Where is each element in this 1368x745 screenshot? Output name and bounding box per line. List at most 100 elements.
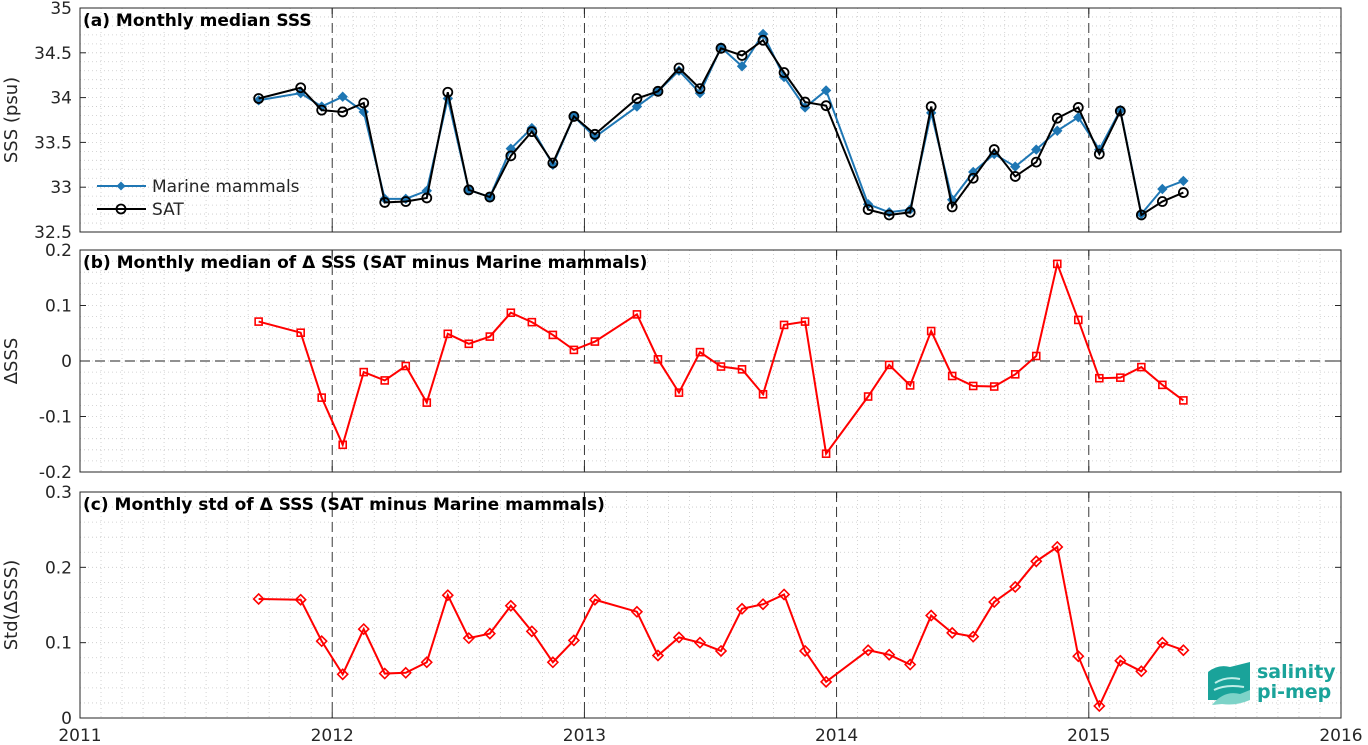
data-point	[968, 381, 978, 391]
data-point	[862, 204, 874, 216]
data-point	[695, 347, 705, 357]
data-point	[798, 644, 812, 658]
data-point	[819, 675, 833, 688]
data-point	[1010, 370, 1020, 379]
series-delta-sss	[254, 259, 1188, 458]
legend-label: Marine mammals	[152, 177, 300, 197]
y-tick-label: 0	[61, 352, 72, 372]
data-point	[380, 376, 390, 385]
data-point	[672, 631, 686, 644]
data-point	[589, 131, 601, 143]
panel-a: 32.5 33 33.5 34 34.5 35 SSS (psu) (a) Monthly m…	[1, 0, 1342, 243]
data-point	[1157, 183, 1168, 195]
legend-label: SAT	[152, 200, 184, 220]
data-point	[442, 86, 454, 98]
data-point	[317, 393, 326, 402]
data-point	[421, 192, 433, 204]
data-point	[337, 91, 348, 102]
data-point	[777, 588, 791, 601]
data-point	[443, 329, 453, 339]
panel-title: (b) Monthly median of Δ SSS (SAT minus M…	[83, 253, 647, 273]
data-point	[820, 100, 832, 112]
y-axis-label: Std(ΔSSS)	[1, 560, 22, 651]
panel-b: -0.2 -0.1 0 0.1 0.2 ΔSSS (b) Monthly median of…	[1, 241, 1342, 483]
data-point	[674, 388, 684, 397]
data-point	[883, 648, 896, 661]
data-point	[737, 365, 747, 374]
data-point	[694, 83, 706, 95]
x-tick-label: 2014	[815, 726, 858, 745]
y-tick-label: 35	[50, 0, 72, 19]
data-point	[756, 598, 770, 611]
pi-mep-logo: salinity pi-mep	[1208, 661, 1336, 705]
axes-box	[79, 7, 1342, 233]
data-point	[1031, 144, 1042, 155]
data-point	[736, 50, 748, 61]
data-point	[631, 93, 643, 104]
data-point	[946, 626, 959, 640]
y-axis-label: SSS (psu)	[1, 77, 22, 163]
data-point	[546, 656, 560, 669]
data-point	[296, 328, 305, 337]
data-point	[1051, 540, 1064, 554]
data-point	[337, 106, 349, 118]
data-point	[1009, 580, 1022, 594]
x-tick-label: 2012	[311, 726, 354, 745]
data-point	[505, 150, 517, 162]
x-tick-label: 2011	[58, 726, 101, 745]
data-point	[736, 61, 748, 72]
series-line	[258, 260, 1184, 457]
data-point	[758, 389, 768, 399]
data-point	[336, 668, 349, 681]
data-point	[989, 382, 999, 391]
data-point	[441, 589, 454, 602]
y-tick-label: -0.2	[39, 463, 72, 483]
data-point	[716, 362, 726, 371]
logo-text-pi-mep: pi-mep	[1257, 681, 1331, 703]
data-point	[1030, 555, 1043, 568]
data-point	[254, 317, 263, 326]
data-point	[1156, 636, 1169, 649]
data-point	[485, 332, 495, 341]
data-point	[673, 65, 685, 76]
data-point	[463, 184, 475, 196]
data-point	[506, 308, 516, 318]
data-point	[820, 85, 832, 96]
data-point	[527, 317, 537, 327]
data-point	[905, 381, 915, 390]
y-tick-label: 32.5	[34, 223, 72, 243]
data-point	[484, 191, 496, 203]
data-point	[378, 667, 391, 680]
data-point	[505, 143, 517, 154]
data-point	[1052, 125, 1063, 136]
data-point	[947, 371, 957, 381]
y-tick-label: 33	[50, 178, 72, 198]
data-point	[904, 658, 917, 671]
data-point	[357, 622, 370, 636]
data-point	[693, 636, 707, 649]
data-point	[1135, 665, 1148, 678]
data-point	[504, 599, 517, 612]
data-point	[401, 361, 411, 371]
data-point	[483, 627, 496, 640]
panel-title: (a) Monthly median SSS	[83, 11, 312, 31]
data-point	[1178, 175, 1189, 187]
y-tick-label: 0	[61, 709, 72, 729]
data-point	[400, 196, 412, 207]
data-point	[673, 62, 685, 74]
data-point	[757, 34, 769, 46]
series-line	[258, 545, 1184, 709]
data-point	[379, 197, 391, 208]
data-point	[1093, 699, 1106, 713]
data-point	[1137, 362, 1146, 372]
data-point	[252, 592, 265, 606]
data-point	[925, 609, 938, 622]
series-marine-mammals	[253, 28, 1189, 220]
data-point	[588, 593, 602, 606]
data-point	[420, 656, 433, 669]
data-point	[925, 101, 937, 112]
x-tick-label: 2013	[563, 726, 606, 745]
data-point	[863, 392, 873, 401]
data-point	[652, 85, 664, 97]
data-point	[883, 209, 895, 221]
